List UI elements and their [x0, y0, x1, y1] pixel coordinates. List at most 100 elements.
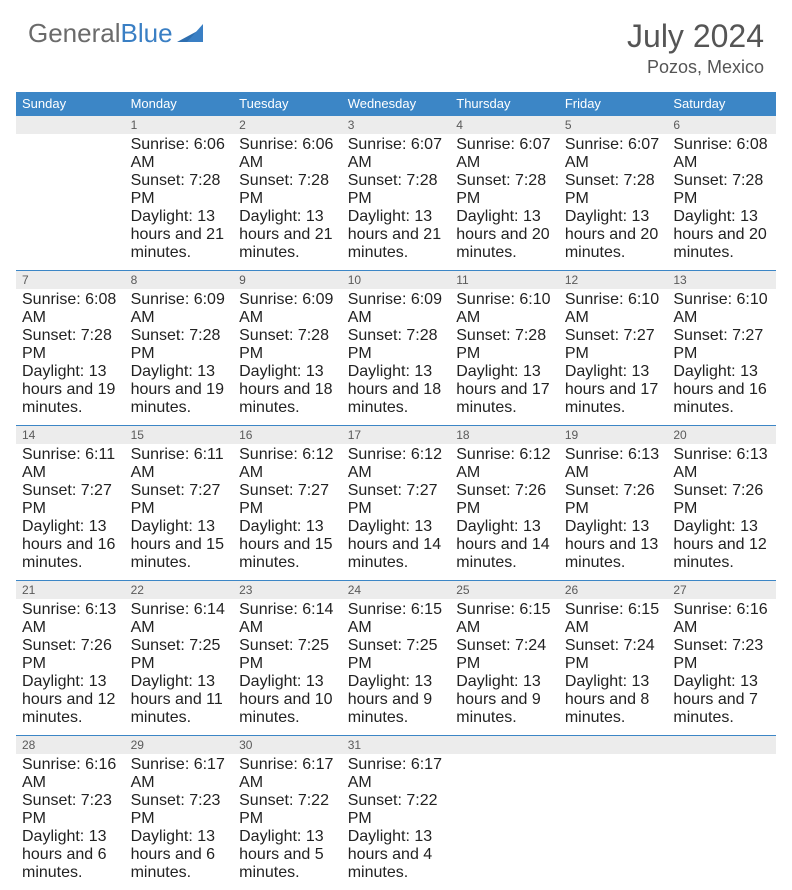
day-header: Sunday [16, 92, 125, 116]
data-row: Sunrise: 6:13 AMSunset: 7:26 PMDaylight:… [16, 599, 776, 736]
day-number: 11 [450, 271, 559, 290]
logo-text-2: Blue [121, 18, 173, 49]
day-header-row: Sunday Monday Tuesday Wednesday Thursday… [16, 92, 776, 116]
day-number: 16 [233, 426, 342, 445]
sunrise-text: Sunrise: 6:13 AM [22, 601, 119, 637]
day-number [16, 116, 125, 135]
day-header: Tuesday [233, 92, 342, 116]
day-cell: Sunrise: 6:07 AMSunset: 7:28 PMDaylight:… [559, 134, 668, 271]
daylight-text: Daylight: 13 hours and 17 minutes. [456, 363, 553, 417]
day-cell: Sunrise: 6:11 AMSunset: 7:27 PMDaylight:… [125, 444, 234, 581]
day-number: 5 [559, 116, 668, 135]
daylight-text: Daylight: 13 hours and 16 minutes. [22, 518, 119, 572]
sunrise-text: Sunrise: 6:11 AM [131, 446, 228, 482]
day-number [667, 736, 776, 755]
daylight-text: Daylight: 13 hours and 20 minutes. [456, 208, 553, 262]
daylight-text: Daylight: 13 hours and 9 minutes. [456, 673, 553, 727]
day-cell: Sunrise: 6:15 AMSunset: 7:24 PMDaylight:… [450, 599, 559, 736]
sunrise-text: Sunrise: 6:15 AM [565, 601, 662, 637]
day-number: 1 [125, 116, 234, 135]
day-cell: Sunrise: 6:09 AMSunset: 7:28 PMDaylight:… [125, 289, 234, 426]
day-header: Wednesday [342, 92, 451, 116]
day-number: 10 [342, 271, 451, 290]
daylight-text: Daylight: 13 hours and 15 minutes. [239, 518, 336, 572]
sunset-text: Sunset: 7:27 PM [673, 327, 770, 363]
daylight-text: Daylight: 13 hours and 12 minutes. [673, 518, 770, 572]
sunset-text: Sunset: 7:28 PM [348, 327, 445, 363]
sunrise-text: Sunrise: 6:17 AM [239, 756, 336, 792]
sunrise-text: Sunrise: 6:06 AM [131, 136, 228, 172]
daynum-row: 78910111213 [16, 271, 776, 290]
daylight-text: Daylight: 13 hours and 21 minutes. [131, 208, 228, 262]
day-number: 4 [450, 116, 559, 135]
sunset-text: Sunset: 7:24 PM [565, 637, 662, 673]
logo: GeneralBlue [28, 18, 203, 49]
logo-triangle-icon [177, 18, 203, 49]
day-number: 7 [16, 271, 125, 290]
sunset-text: Sunset: 7:27 PM [22, 482, 119, 518]
data-row: Sunrise: 6:06 AMSunset: 7:28 PMDaylight:… [16, 134, 776, 271]
day-number: 12 [559, 271, 668, 290]
day-cell: Sunrise: 6:10 AMSunset: 7:27 PMDaylight:… [559, 289, 668, 426]
sunset-text: Sunset: 7:28 PM [673, 172, 770, 208]
daylight-text: Daylight: 13 hours and 4 minutes. [348, 828, 445, 882]
day-number: 28 [16, 736, 125, 755]
day-cell [450, 754, 559, 890]
day-cell: Sunrise: 6:17 AMSunset: 7:22 PMDaylight:… [342, 754, 451, 890]
day-cell: Sunrise: 6:11 AMSunset: 7:27 PMDaylight:… [16, 444, 125, 581]
day-cell: Sunrise: 6:17 AMSunset: 7:22 PMDaylight:… [233, 754, 342, 890]
day-number: 31 [342, 736, 451, 755]
sunset-text: Sunset: 7:26 PM [22, 637, 119, 673]
daylight-text: Daylight: 13 hours and 21 minutes. [348, 208, 445, 262]
daylight-text: Daylight: 13 hours and 20 minutes. [565, 208, 662, 262]
sunset-text: Sunset: 7:23 PM [673, 637, 770, 673]
day-cell: Sunrise: 6:08 AMSunset: 7:28 PMDaylight:… [667, 134, 776, 271]
daynum-row: 123456 [16, 116, 776, 135]
sunrise-text: Sunrise: 6:12 AM [456, 446, 553, 482]
day-cell: Sunrise: 6:07 AMSunset: 7:28 PMDaylight:… [450, 134, 559, 271]
day-cell: Sunrise: 6:12 AMSunset: 7:27 PMDaylight:… [233, 444, 342, 581]
sunset-text: Sunset: 7:28 PM [239, 172, 336, 208]
daylight-text: Daylight: 13 hours and 18 minutes. [239, 363, 336, 417]
day-cell: Sunrise: 6:15 AMSunset: 7:24 PMDaylight:… [559, 599, 668, 736]
sunrise-text: Sunrise: 6:12 AM [239, 446, 336, 482]
day-number [559, 736, 668, 755]
day-header: Thursday [450, 92, 559, 116]
daynum-row: 28293031 [16, 736, 776, 755]
daylight-text: Daylight: 13 hours and 10 minutes. [239, 673, 336, 727]
day-number: 14 [16, 426, 125, 445]
day-number: 26 [559, 581, 668, 600]
location-label: Pozos, Mexico [627, 57, 764, 78]
sunrise-text: Sunrise: 6:16 AM [22, 756, 119, 792]
sunset-text: Sunset: 7:28 PM [131, 327, 228, 363]
daylight-text: Daylight: 13 hours and 16 minutes. [673, 363, 770, 417]
sunrise-text: Sunrise: 6:06 AM [239, 136, 336, 172]
sunrise-text: Sunrise: 6:12 AM [348, 446, 445, 482]
day-number: 23 [233, 581, 342, 600]
day-number: 13 [667, 271, 776, 290]
daylight-text: Daylight: 13 hours and 19 minutes. [131, 363, 228, 417]
daylight-text: Daylight: 13 hours and 12 minutes. [22, 673, 119, 727]
sunset-text: Sunset: 7:28 PM [456, 172, 553, 208]
sunrise-text: Sunrise: 6:07 AM [456, 136, 553, 172]
sunrise-text: Sunrise: 6:09 AM [348, 291, 445, 327]
daynum-row: 21222324252627 [16, 581, 776, 600]
day-cell: Sunrise: 6:13 AMSunset: 7:26 PMDaylight:… [667, 444, 776, 581]
sunset-text: Sunset: 7:22 PM [348, 792, 445, 828]
daylight-text: Daylight: 13 hours and 11 minutes. [131, 673, 228, 727]
daylight-text: Daylight: 13 hours and 17 minutes. [565, 363, 662, 417]
day-cell [667, 754, 776, 890]
sunset-text: Sunset: 7:28 PM [565, 172, 662, 208]
day-cell: Sunrise: 6:14 AMSunset: 7:25 PMDaylight:… [233, 599, 342, 736]
data-row: Sunrise: 6:11 AMSunset: 7:27 PMDaylight:… [16, 444, 776, 581]
sunset-text: Sunset: 7:27 PM [348, 482, 445, 518]
sunrise-text: Sunrise: 6:15 AM [348, 601, 445, 637]
day-cell: Sunrise: 6:08 AMSunset: 7:28 PMDaylight:… [16, 289, 125, 426]
day-number: 2 [233, 116, 342, 135]
sunset-text: Sunset: 7:23 PM [131, 792, 228, 828]
day-cell: Sunrise: 6:06 AMSunset: 7:28 PMDaylight:… [233, 134, 342, 271]
day-cell: Sunrise: 6:09 AMSunset: 7:28 PMDaylight:… [342, 289, 451, 426]
sunset-text: Sunset: 7:27 PM [565, 327, 662, 363]
day-number: 19 [559, 426, 668, 445]
sunrise-text: Sunrise: 6:14 AM [131, 601, 228, 637]
